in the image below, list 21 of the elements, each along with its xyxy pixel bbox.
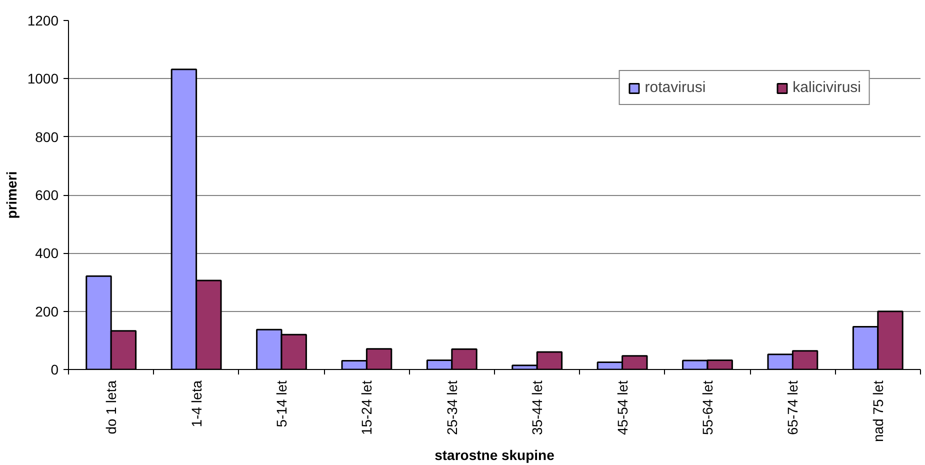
legend-label: kalicivirusi <box>792 79 861 96</box>
x-tick-label: 55-64 let <box>700 380 716 435</box>
y-tick-label: 400 <box>35 245 59 262</box>
x-tick-label: nad 75 let <box>870 380 886 442</box>
y-tick-label: 1000 <box>27 70 59 87</box>
x-tick-label: 15-24 let <box>358 380 375 435</box>
x-tick-label: 45-54 let <box>614 380 630 435</box>
x-tick-label: 25-34 let <box>444 380 460 435</box>
y-axis-title: primeri <box>3 171 20 219</box>
x-tick-label: 35-44 let <box>529 380 546 435</box>
legend-label: rotavirusi <box>644 79 706 96</box>
x-tick-label: do 1 leta <box>103 380 120 434</box>
x-tick-label: 65-74 let <box>784 380 801 435</box>
x-axis-title: starostne skupine <box>434 446 555 463</box>
y-tick-label: 600 <box>35 187 59 203</box>
x-tick-label: 1-4 leta <box>188 380 204 428</box>
y-tick-label: 800 <box>35 128 59 145</box>
x-tick-label: 5-14 let <box>274 380 290 428</box>
y-tick-label: 1200 <box>27 12 59 28</box>
y-tick-label: 200 <box>35 303 59 320</box>
y-tick-label: 0 <box>50 362 59 378</box>
